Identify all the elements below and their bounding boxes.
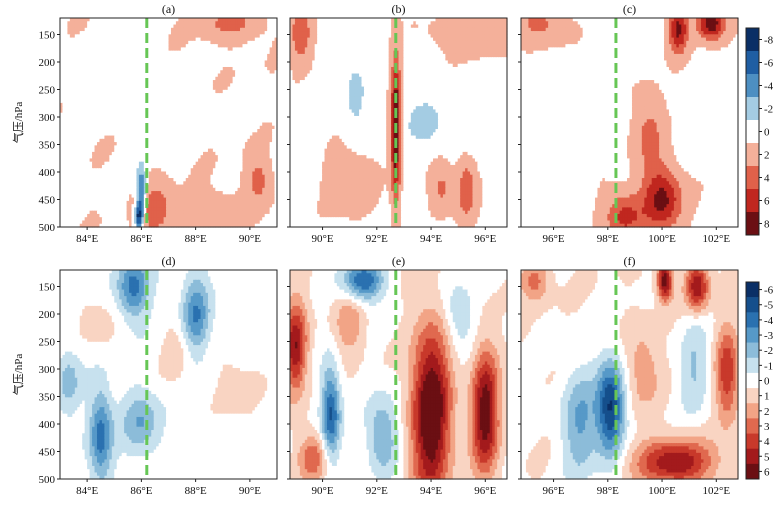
field-grid: [60, 18, 278, 228]
panel-a: (a)84°E 86°E 88°E 90°E150200250300350400450…: [11, 2, 278, 245]
